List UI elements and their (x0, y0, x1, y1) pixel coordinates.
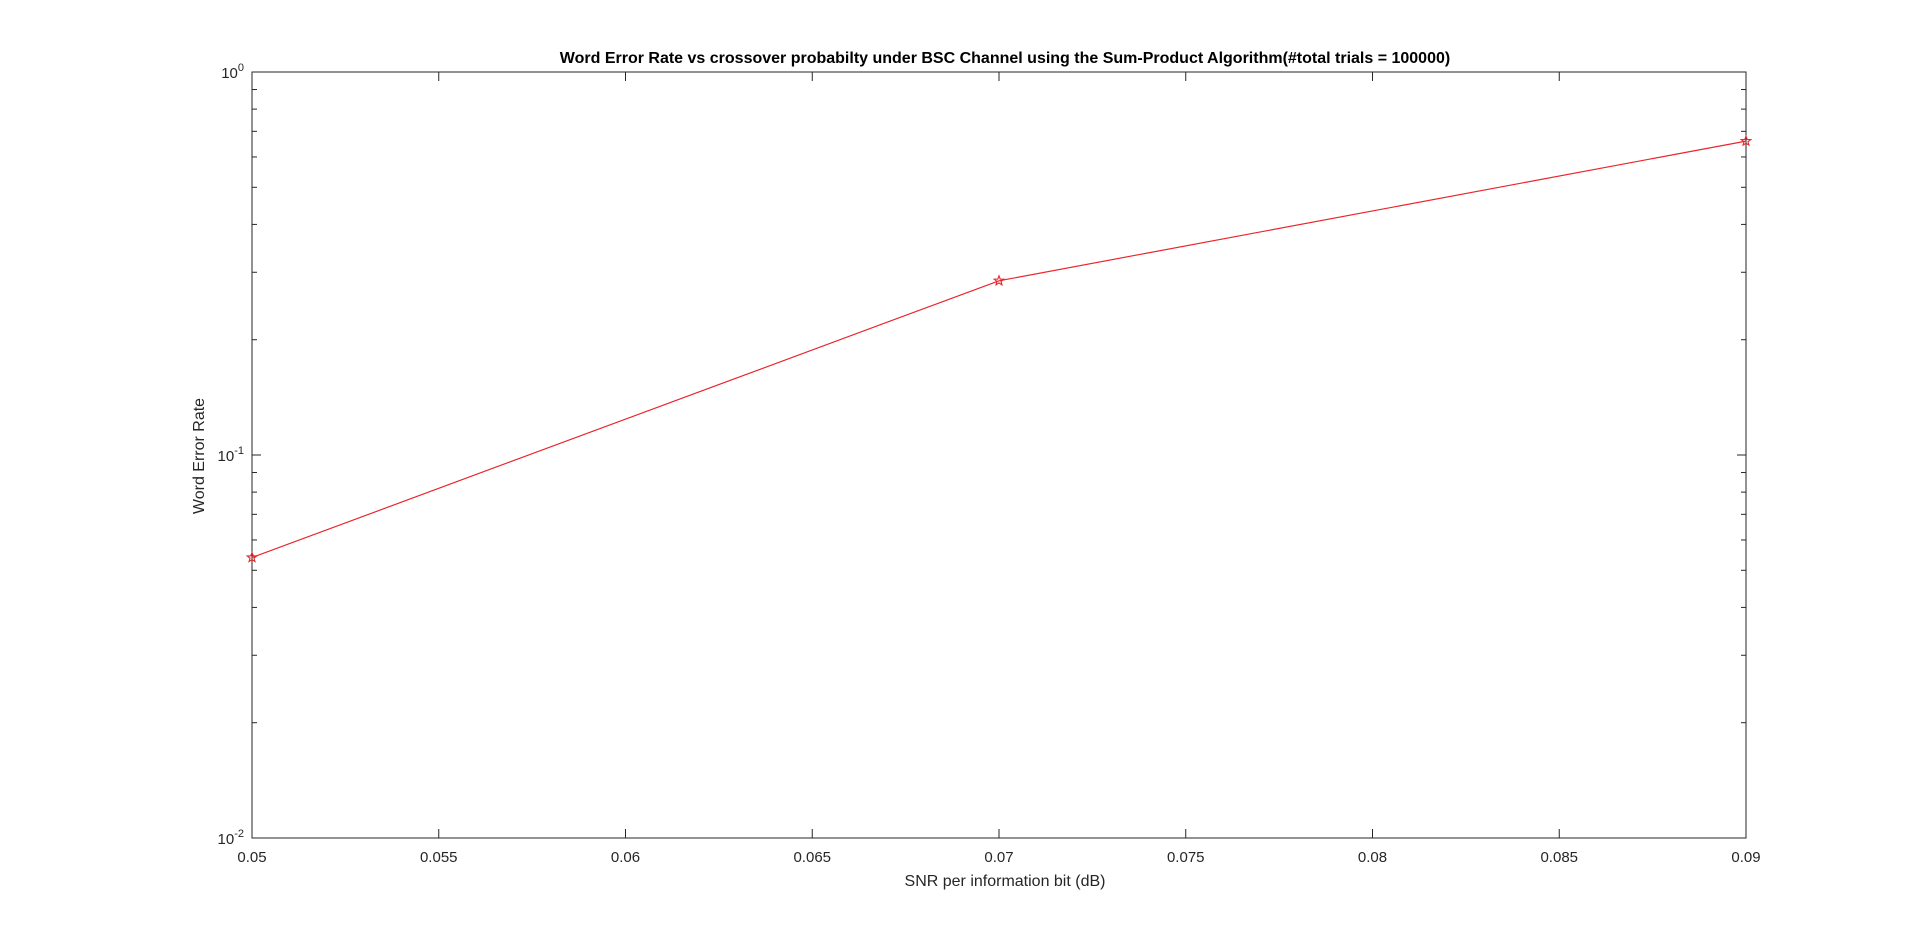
chart-title: Word Error Rate vs crossover probabilty … (560, 50, 1450, 67)
x-tick-label: 0.07 (984, 849, 1013, 866)
data-point-marker (992, 274, 1006, 287)
x-tick-label: 0.075 (1167, 849, 1205, 866)
x-tick-label: 0.05 (237, 849, 266, 866)
y-tick-label: 10-1 (218, 445, 244, 465)
x-tick-label: 0.08 (1358, 849, 1387, 866)
y-axis-title: Word Error Rate (191, 398, 208, 514)
x-tick-label: 0.09 (1731, 849, 1760, 866)
y-tick-label: 100 (221, 62, 244, 82)
x-tick-label: 0.085 (1540, 849, 1578, 866)
plot-area (251, 71, 1747, 839)
tick-labels: 0.05 0.055 0.06 0.065 0.07 0.075 0.08 0.085 0.09… (218, 62, 1761, 866)
x-axis-title: SNR per information bit (dB) (905, 873, 1106, 890)
series-line (251, 140, 1747, 559)
axes-box (251, 71, 1747, 839)
x-tick-label: 0.06 (611, 849, 640, 866)
axis-ticks (251, 71, 1747, 839)
y-tick-label: 10-2 (218, 828, 244, 848)
data-point-marker (245, 550, 259, 563)
series-layer (245, 134, 1753, 563)
x-tick-label: 0.055 (420, 849, 458, 866)
data-point-marker (1739, 134, 1753, 147)
x-tick-label: 0.065 (793, 849, 831, 866)
